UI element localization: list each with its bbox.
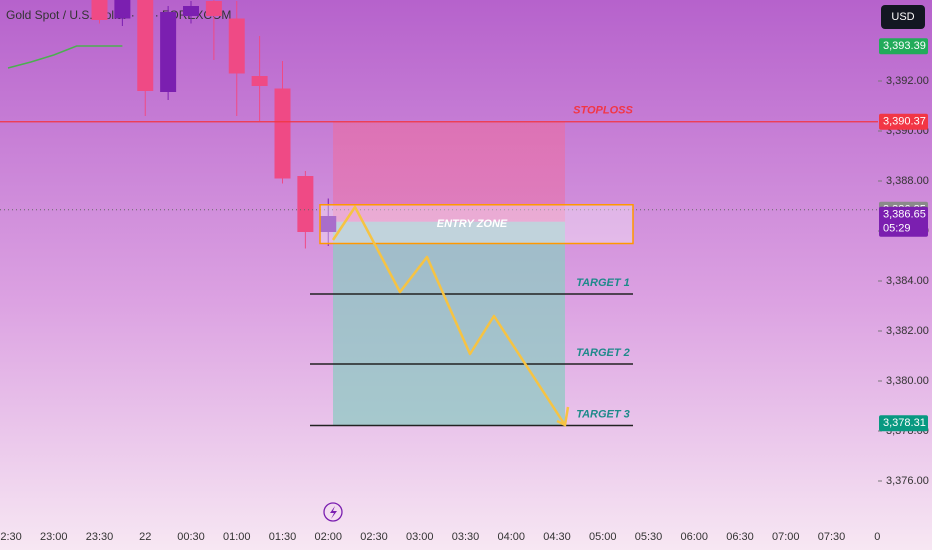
x-tick-label: 05:30	[635, 531, 663, 543]
x-tick-label: 22:30	[0, 531, 22, 543]
x-tick-label: 06:00	[680, 531, 708, 543]
x-tick-label: 04:30	[543, 531, 571, 543]
event-bolt	[330, 506, 337, 519]
x-tick-label: 22	[139, 531, 151, 543]
target-label: TARGET 2	[576, 347, 630, 359]
candle-body	[205, 0, 222, 16]
candle-body	[274, 88, 291, 179]
price-badge	[879, 206, 928, 237]
projection-path	[331, 205, 567, 426]
price-badge	[879, 415, 928, 432]
x-tick-label: 07:30	[818, 531, 846, 543]
x-tick-label: 01:30	[269, 531, 297, 543]
y-tick-label: 3,392.00	[886, 75, 929, 87]
x-tick-label: 04:00	[497, 531, 525, 543]
x-tick-label: 0	[874, 531, 880, 543]
candle-body	[297, 176, 314, 232]
countdown-label: 05:29	[883, 223, 911, 235]
candle-body	[251, 76, 268, 86]
x-tick-label: 23:00	[40, 531, 68, 543]
y-tick-label: 3,382.00	[886, 325, 929, 337]
candle-body	[114, 0, 131, 19]
candle-body	[183, 6, 199, 16]
x-tick-label: 01:00	[223, 531, 251, 543]
price-badge-label: 3,386.65	[883, 209, 926, 221]
event-icon[interactable]	[323, 502, 343, 522]
candle-body	[91, 0, 108, 20]
currency-label: USD	[891, 11, 914, 23]
x-tick-label: 03:30	[452, 531, 480, 543]
projection-arrow	[556, 406, 570, 427]
x-tick-label: 05:00	[589, 531, 617, 543]
x-tick-label: 02:30	[360, 531, 388, 543]
x-tick-label: 00:30	[177, 531, 205, 543]
price-badge-label: 3,378.31	[883, 417, 926, 429]
price-badge	[879, 38, 928, 55]
target-label: TARGET 3	[576, 408, 630, 420]
x-tick-label: 06:30	[726, 531, 754, 543]
price-badge-label: 3,393.39	[883, 40, 926, 52]
candle-body	[228, 18, 245, 74]
entry-zone-label: ENTRY ZONE	[437, 218, 508, 230]
target-label: TARGET 1	[576, 277, 630, 289]
y-tick-label: 3,388.00	[886, 175, 929, 187]
x-tick-label: 07:00	[772, 531, 800, 543]
currency-button[interactable]	[881, 5, 925, 29]
candle-body	[160, 12, 177, 92]
candle-body	[320, 216, 337, 232]
candle-body	[137, 0, 154, 91]
y-tick-label: 3,384.00	[886, 275, 929, 287]
y-tick-label: 3,376.00	[886, 475, 929, 487]
stoploss-label: STOPLOSS	[573, 105, 633, 117]
moving-average	[7, 45, 123, 69]
price-badge	[879, 113, 928, 130]
x-tick-label: 03:00	[406, 531, 434, 543]
price-badge-label: 3,390.37	[883, 116, 926, 128]
reward-zone	[333, 221, 565, 426]
y-tick-label: 3,380.00	[886, 375, 929, 387]
x-tick-label: 23:30	[86, 531, 114, 543]
x-tick-label: 02:00	[314, 531, 342, 543]
